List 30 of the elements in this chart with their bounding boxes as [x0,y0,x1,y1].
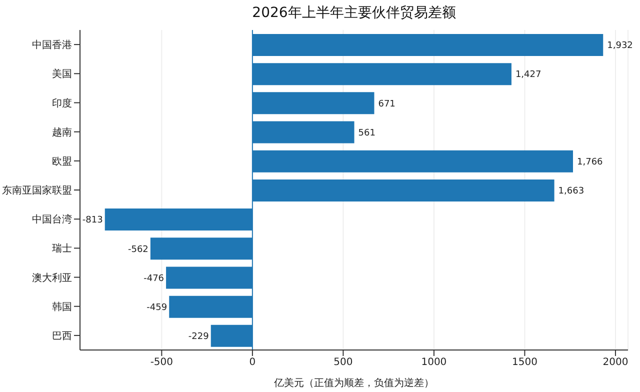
x-tick-label: -500 [150,357,174,368]
y-tick-label: 澳大利亚 [32,272,72,284]
x-tick-label: 2000 [602,357,628,368]
y-tick-label: 巴西 [52,331,72,342]
chart-title: 2026年上半年主要伙伴贸易差额 [251,4,457,22]
y-tick-label: 中国香港 [32,39,72,52]
data-label: 1,427 [515,70,542,80]
data-label: -562 [128,244,148,255]
data-label: -476 [144,274,164,284]
data-label: 1,932 [607,41,633,52]
y-tick-label: 印度 [52,97,72,110]
y-tick-label: 韩国 [52,300,72,313]
x-tick-label: 1500 [512,357,538,368]
x-tick-label: 0 [249,357,256,368]
data-label: 1,663 [558,186,584,197]
y-tick-label: 东南亚国家联盟 [2,184,72,197]
y-tick-label: 瑞士 [52,242,72,255]
data-label: 561 [358,128,376,138]
data-label: -229 [188,332,210,342]
data-label: 671 [378,99,396,110]
x-axis-title: 亿美元（正值为顺差，负值为逆差） [273,377,434,389]
x-tick-label: 500 [334,357,353,368]
data-label: -459 [146,302,168,313]
data-label: 1,766 [577,158,604,168]
y-tick-label: 越南 [52,126,72,138]
x-tick-label: 1000 [421,357,447,368]
y-tick-label: 欧盟 [52,155,72,168]
y-tick-label: 中国台湾 [32,214,72,226]
y-tick-label: 美国 [52,68,72,80]
data-label: -813 [82,216,103,226]
